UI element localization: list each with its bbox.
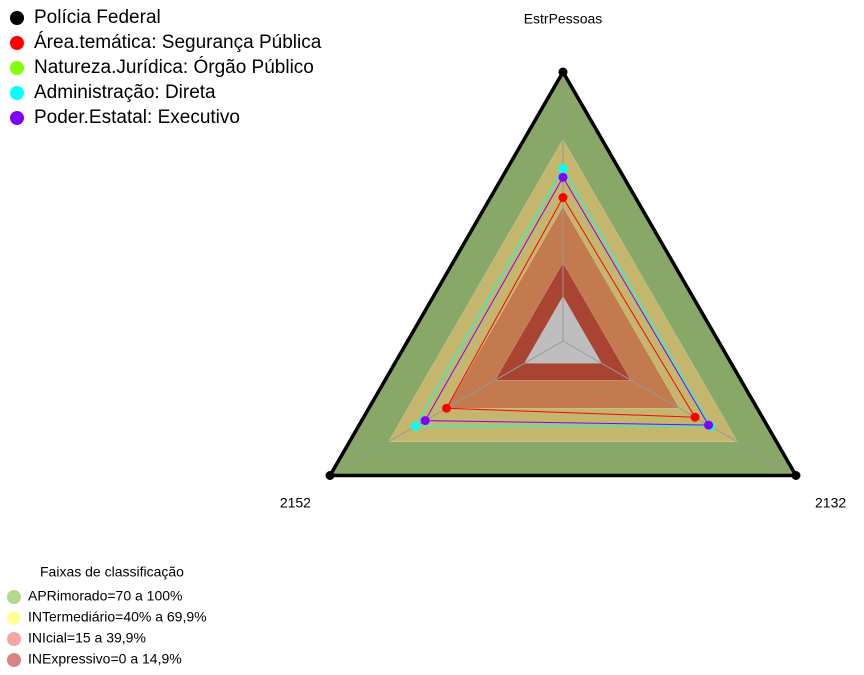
- legend-label: Administração: Direta: [34, 82, 216, 103]
- band-legend-marker: [7, 653, 21, 667]
- legend-label: Natureza.Jurídica: Órgão Público: [34, 56, 314, 78]
- band: [495, 262, 631, 381]
- axis-label: 2152: [280, 495, 311, 511]
- series-point: [420, 416, 430, 426]
- legend-marker: [10, 111, 24, 125]
- band-legend-marker: [7, 590, 21, 604]
- series-line: [327, 68, 799, 478]
- band-legend-label: APRimorado=70 a 100%: [28, 588, 183, 604]
- series-point: [704, 420, 714, 430]
- band: [446, 206, 680, 409]
- legend-label: Polícia Federal: [34, 7, 161, 28]
- legend-marker: [10, 11, 24, 25]
- series-line: [424, 176, 710, 426]
- legend-marker: [10, 36, 24, 50]
- series-point: [558, 163, 568, 173]
- axis-line: [562, 340, 797, 476]
- series-point: [325, 471, 335, 480]
- band: [330, 72, 796, 476]
- legend-label: Área.temática: Segurança Pública: [34, 32, 322, 53]
- axis-label: EstrPessoas: [524, 11, 603, 27]
- band-legend-label: INTermediário=40% a 69,9%: [28, 609, 207, 625]
- series-point: [558, 193, 568, 203]
- legend-label: Poder.Estatal: Executivo: [34, 107, 240, 128]
- series-point: [558, 67, 568, 77]
- legend-marker: [10, 86, 24, 100]
- series-point: [690, 412, 700, 422]
- series-point: [410, 421, 420, 431]
- series-line: [414, 167, 712, 427]
- series-point: [791, 471, 801, 480]
- band-legend-marker: [7, 611, 21, 625]
- series-point: [442, 403, 452, 413]
- band-legend-label: INExpressivo=0 a 14,9%: [28, 651, 182, 667]
- series-line: [445, 196, 696, 418]
- bands-legend-title: Faixas de classificação: [40, 564, 184, 580]
- band-legend-marker: [7, 632, 21, 646]
- band-legend-label: INIcial=15 a 39,9%: [28, 630, 146, 646]
- series-point: [558, 172, 568, 182]
- axis-label: 2132: [815, 495, 846, 511]
- legend-marker: [10, 61, 24, 75]
